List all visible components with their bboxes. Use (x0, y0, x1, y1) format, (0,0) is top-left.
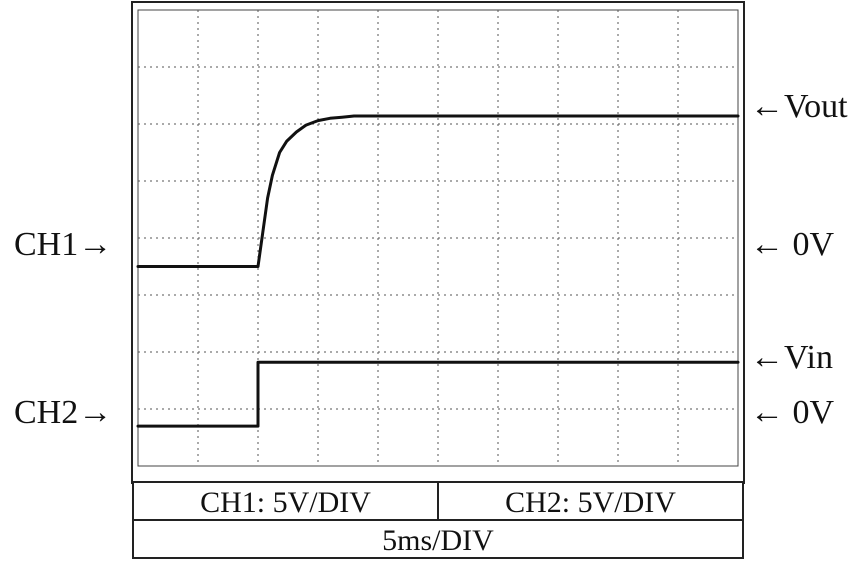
scope-outer-frame (131, 1, 745, 484)
trace-ch1 (136, 114, 740, 268)
timebase-row: 5ms/DIV (132, 519, 744, 559)
vin-label: ←Vin (750, 339, 833, 376)
timebase-readout: 5ms/DIV (382, 524, 494, 557)
graticule (138, 10, 738, 466)
ch2-scale-readout: CH2: 5V/DIV (437, 483, 742, 519)
ch2-zero-label: ← 0V (750, 394, 835, 431)
ch1-scale-readout: CH1: 5V/DIV (200, 486, 371, 519)
trace-ch2 (136, 360, 740, 428)
channel-scale-row: CH1: 5V/DIV CH2: 5V/DIV (132, 481, 744, 521)
traces (136, 114, 740, 428)
ch2-marker-label: CH2→ (14, 394, 113, 431)
vout-label: ←Vout (750, 88, 848, 125)
ch1-marker-label: CH1→ (14, 226, 113, 263)
ch1-zero-label: ← 0V (750, 226, 835, 263)
